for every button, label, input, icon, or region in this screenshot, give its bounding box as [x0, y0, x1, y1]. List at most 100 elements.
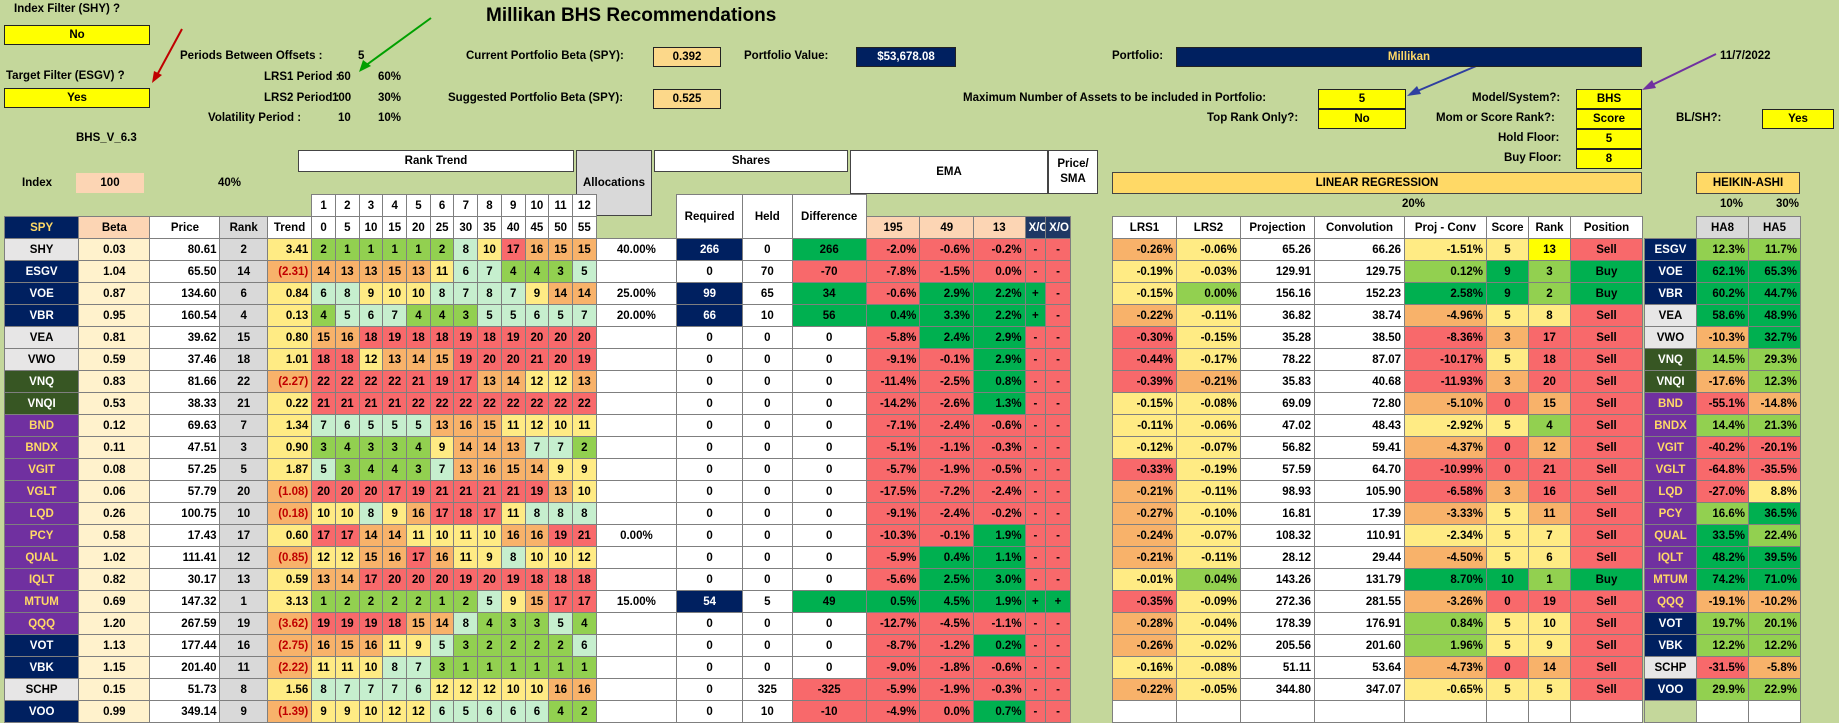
linreg-row[interactable]: -0.30% -0.15% 35.28 38.50 -8.36% 3 17 Sell: [1112, 326, 1643, 349]
ticker-cell[interactable]: ESGV: [3, 260, 80, 283]
linreg-row[interactable]: -0.15% -0.08% 69.09 72.80 -5.10% 0 15 Sell: [1112, 392, 1643, 415]
heikin-row[interactable]: VBR 60.2% 44.7%: [1644, 282, 1801, 305]
ticker-cell[interactable]: PCY: [1644, 502, 1697, 525]
buy-floor-value[interactable]: 8: [1576, 149, 1642, 169]
ticker-cell[interactable]: QQQ: [3, 612, 80, 635]
heikin-row[interactable]: VGIT -40.2% -20.1%: [1644, 436, 1801, 459]
table-row[interactable]: PCY 0.58 17.43 17 0.60 17 17 14 14 11 10 11 10 16 16 19…: [3, 524, 1098, 547]
ticker-cell[interactable]: BNDX: [3, 436, 80, 459]
ticker-cell[interactable]: VEA: [3, 326, 80, 349]
heikin-row[interactable]: VEA 58.6% 48.9%: [1644, 304, 1801, 327]
ticker-cell[interactable]: VGIT: [3, 458, 80, 481]
heikin-row[interactable]: VOE 62.1% 65.3%: [1644, 260, 1801, 283]
table-row[interactable]: VOT 1.13 177.44 16 (2.75) 16 15 16 11 9 5 3 2 2 2 2 6 0 0 0…: [3, 634, 1098, 657]
ticker-cell[interactable]: VOT: [3, 634, 80, 657]
ticker-cell[interactable]: VEA: [1644, 304, 1697, 327]
heikin-row[interactable]: QQQ -19.1% -10.2%: [1644, 590, 1801, 613]
linreg-row[interactable]: [1112, 700, 1643, 723]
linreg-row[interactable]: -0.33% -0.19% 57.59 64.70 -10.99% 0 21 Sell: [1112, 458, 1643, 481]
heikin-row[interactable]: LQD -27.0% 8.8%: [1644, 480, 1801, 503]
table-row[interactable]: VWO 0.59 37.46 18 1.01 18 18 12 13 14 15 19 20 20 21 20…: [3, 348, 1098, 371]
linreg-row[interactable]: -0.12% -0.07% 56.82 59.41 -4.37% 0 12 Sell: [1112, 436, 1643, 459]
heikin-row[interactable]: ESGV 12.3% 11.7%: [1644, 238, 1801, 261]
ticker-cell[interactable]: VOO: [1644, 678, 1697, 701]
table-row[interactable]: VGLT 0.06 57.79 20 (1.08) 20 20 20 17 19 21 21 21 21 1…: [3, 480, 1098, 503]
ticker-cell[interactable]: BND: [1644, 392, 1697, 415]
linreg-row[interactable]: -0.11% -0.06% 47.02 48.43 -2.92% 5 4 Sell: [1112, 414, 1643, 437]
linreg-row[interactable]: -0.21% -0.11% 28.12 29.44 -4.50% 5 6 Sell: [1112, 546, 1643, 569]
ticker-cell[interactable]: BND: [3, 414, 80, 437]
linreg-row[interactable]: -0.15% 0.00% 156.16 152.23 2.58% 9 2 Buy: [1112, 282, 1643, 305]
table-row[interactable]: QUAL 1.02 111.41 12 (0.85) 12 12 15 16 17 16 11 9 8 10…: [3, 546, 1098, 569]
heikin-row[interactable]: MTUM 74.2% 71.0%: [1644, 568, 1801, 591]
heikin-row[interactable]: VNQ 14.5% 29.3%: [1644, 348, 1801, 371]
ticker-cell[interactable]: SHY: [3, 238, 80, 261]
linreg-row[interactable]: -0.26% -0.02% 205.56 201.60 1.96% 5 9 Sell: [1112, 634, 1643, 657]
ticker-cell[interactable]: VNQ: [3, 370, 80, 393]
heikin-row[interactable]: VNQI -17.6% 12.3%: [1644, 370, 1801, 393]
ticker-cell[interactable]: VNQI: [3, 392, 80, 415]
linreg-row[interactable]: -0.19% -0.03% 129.91 129.75 0.12% 9 3 Buy: [1112, 260, 1643, 283]
ticker-cell[interactable]: VNQ: [1644, 348, 1697, 371]
heikin-row[interactable]: IQLT 48.2% 39.5%: [1644, 546, 1801, 569]
ticker-cell[interactable]: LQD: [3, 502, 80, 525]
linreg-row[interactable]: -0.39% -0.21% 35.83 40.68 -11.93% 3 20 Sell: [1112, 370, 1643, 393]
ticker-cell[interactable]: QUAL: [3, 546, 80, 569]
table-row[interactable]: BND 0.12 69.63 7 1.34 7 6 5 5 5 13 16 15 11 12 10 11 0 0 0-…: [3, 414, 1098, 437]
table-row[interactable]: VOE 0.87 134.60 6 0.84 6 8 9 10 10 8 7 8 7 9 14 14 25.00%…: [3, 282, 1098, 305]
bl-sh-value[interactable]: Yes: [1762, 109, 1834, 129]
table-row[interactable]: SCHP 0.15 51.73 8 1.56 8 7 7 7 6 12 12 12 10 10 16 16 0 32…: [3, 678, 1098, 701]
linreg-row[interactable]: -0.24% -0.07% 108.32 110.91 -2.34% 5 7 Sell: [1112, 524, 1643, 547]
heikin-row[interactable]: BND -55.1% -14.8%: [1644, 392, 1801, 415]
ticker-cell[interactable]: VGIT: [1644, 436, 1697, 459]
heikin-row[interactable]: VBK 12.2% 12.2%: [1644, 634, 1801, 657]
table-row[interactable]: VNQ 0.83 81.66 22 (2.27) 22 22 22 22 21 19 17 13 14 12…: [3, 370, 1098, 393]
max-assets-value[interactable]: 5: [1318, 89, 1406, 109]
ticker-cell[interactable]: QQQ: [1644, 590, 1697, 613]
heikin-row[interactable]: VOO 29.9% 22.9%: [1644, 678, 1801, 701]
table-row[interactable]: ESGV 1.04 65.50 14 (2.31) 14 13 13 15 13 11 6 7 4 4 3 5 0…: [3, 260, 1098, 283]
heikin-row[interactable]: QUAL 33.5% 22.4%: [1644, 524, 1801, 547]
table-row[interactable]: VNQI 0.53 38.33 21 0.22 21 21 21 21 22 22 22 22 22 22 2…: [3, 392, 1098, 415]
ticker-cell[interactable]: ESGV: [1644, 238, 1697, 261]
linreg-row[interactable]: -0.28% -0.04% 178.39 176.91 0.84% 5 10 Sell: [1112, 612, 1643, 635]
table-row[interactable]: MTUM 0.69 147.32 1 3.13 1 2 2 2 2 1 2 5 9 15 17 17 15.00%…: [3, 590, 1098, 613]
ticker-cell[interactable]: VOT: [1644, 612, 1697, 635]
table-row[interactable]: IQLT 0.82 30.17 13 0.59 13 14 17 20 20 20 19 20 19 18 1…: [3, 568, 1098, 591]
ticker-cell[interactable]: VOE: [1644, 260, 1697, 283]
table-row[interactable]: QQQ 1.20 267.59 19 (3.62) 19 19 19 18 15 14 8 4 3 3 5 4 0…: [3, 612, 1098, 635]
linreg-row[interactable]: -0.16% -0.08% 51.11 53.64 -4.73% 0 14 Sell: [1112, 656, 1643, 679]
ticker-cell[interactable]: VWO: [1644, 326, 1697, 349]
ticker-cell[interactable]: MTUM: [3, 590, 80, 613]
ticker-cell[interactable]: VOO: [3, 700, 80, 723]
ticker-cell[interactable]: VBR: [3, 304, 80, 327]
ticker-cell[interactable]: BNDX: [1644, 414, 1697, 437]
ticker-cell[interactable]: VWO: [3, 348, 80, 371]
portfolio-name[interactable]: Millikan: [1176, 47, 1642, 67]
ticker-cell[interactable]: VGLT: [3, 480, 80, 503]
target-filter-value[interactable]: Yes: [4, 88, 150, 108]
ticker-cell[interactable]: VBK: [3, 656, 80, 679]
index-filter-value[interactable]: No: [4, 25, 150, 45]
ticker-cell[interactable]: SCHP: [1644, 656, 1697, 679]
mom-score-value[interactable]: Score: [1576, 109, 1642, 129]
table-row[interactable]: VBR 0.95 160.54 4 0.13 4 5 6 7 4 4 3 5 5 6 5 7 20.00% 66 10…: [3, 304, 1098, 327]
ticker-cell[interactable]: QUAL: [1644, 524, 1697, 547]
ticker-cell[interactable]: LQD: [1644, 480, 1697, 503]
table-row[interactable]: BNDX 0.11 47.51 3 0.90 3 4 3 3 4 9 14 14 13 7 7 2 0 0 0 -5.1…: [3, 436, 1098, 459]
linreg-row[interactable]: -0.21% -0.11% 98.93 105.90 -6.58% 3 16 Sell: [1112, 480, 1643, 503]
linreg-row[interactable]: -0.01% 0.04% 143.26 131.79 8.70% 10 1 Buy: [1112, 568, 1643, 591]
heikin-row[interactable]: [1644, 700, 1801, 723]
heikin-row[interactable]: VWO -10.3% 32.7%: [1644, 326, 1801, 349]
ticker-cell[interactable]: VOE: [3, 282, 80, 305]
linreg-row[interactable]: -0.35% -0.09% 272.36 281.55 -3.26% 0 19 Sell: [1112, 590, 1643, 613]
table-row[interactable]: VOO 0.99 349.14 9 (1.39) 9 9 10 12 12 6 5 6 6 6 4 2 0 10 -1…: [3, 700, 1098, 723]
ticker-cell[interactable]: VGLT: [1644, 458, 1697, 481]
ticker-cell[interactable]: IQLT: [3, 568, 80, 591]
model-value[interactable]: BHS: [1576, 89, 1642, 109]
linreg-row[interactable]: -0.22% -0.11% 36.82 38.74 -4.96% 5 8 Sell: [1112, 304, 1643, 327]
heikin-row[interactable]: BNDX 14.4% 21.3%: [1644, 414, 1801, 437]
linreg-row[interactable]: -0.44% -0.17% 78.22 87.07 -10.17% 5 18 Sell: [1112, 348, 1643, 371]
table-row[interactable]: VGIT 0.08 57.25 5 1.87 5 3 4 4 3 7 13 16 15 14 9 9 0 0 0 -5.…: [3, 458, 1098, 481]
heikin-row[interactable]: PCY 16.6% 36.5%: [1644, 502, 1801, 525]
